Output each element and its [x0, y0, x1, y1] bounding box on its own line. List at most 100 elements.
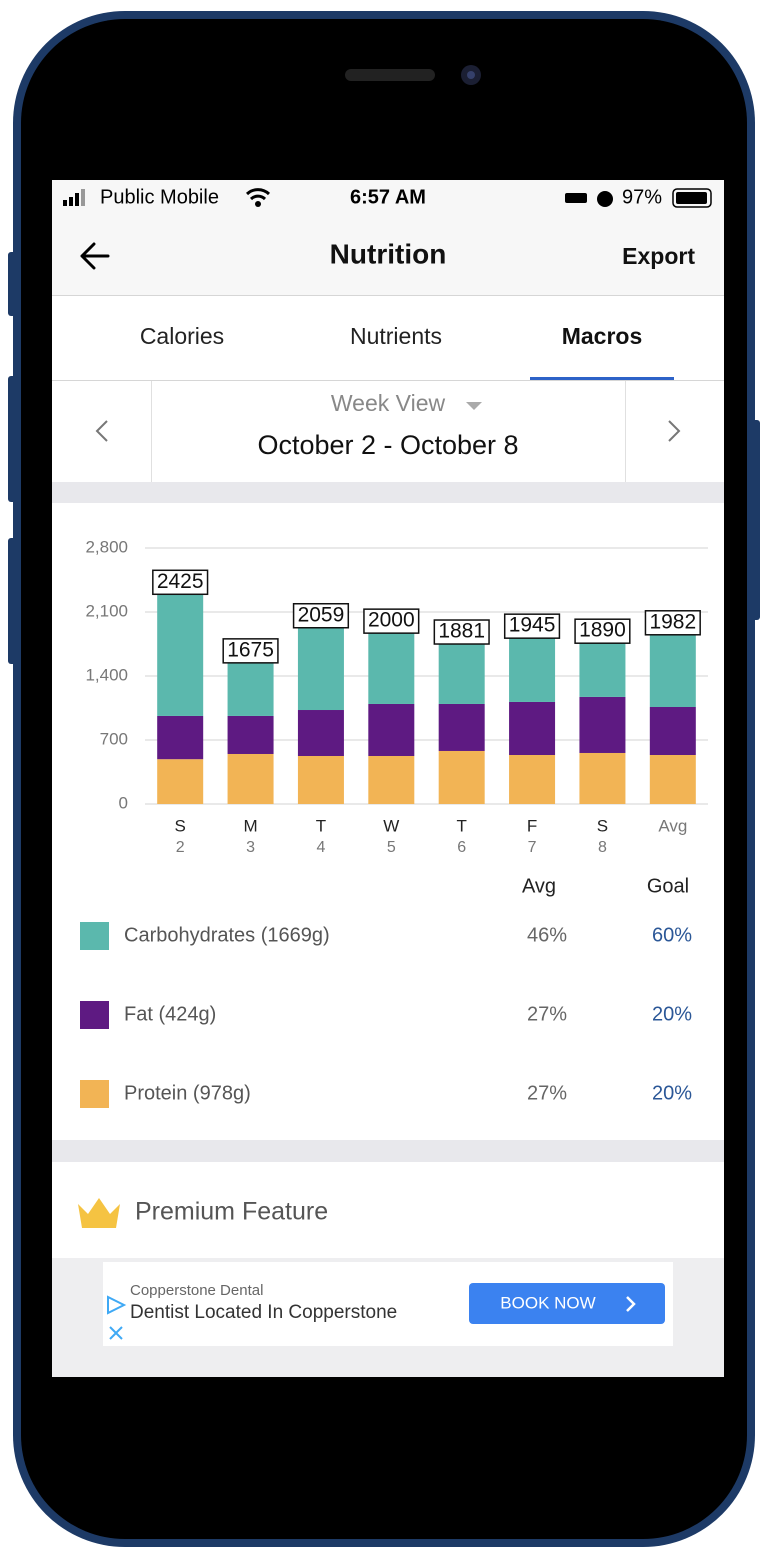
bar-segment: [157, 715, 204, 760]
x-tick-label: T: [456, 816, 466, 835]
bar-segment: [438, 703, 485, 751]
ad-button[interactable]: [469, 1283, 665, 1324]
x-tick-label: F: [527, 816, 537, 835]
table-header: Goal: [647, 875, 689, 897]
y-tick-label: 0: [119, 793, 128, 812]
ad-button-label: BOOK NOW: [500, 1293, 595, 1312]
battery-outline: [672, 188, 712, 208]
y-tick-label: 2,800: [85, 537, 128, 556]
total-label: 2425: [157, 570, 204, 593]
x-tick-label: M: [243, 816, 257, 835]
total-label: 2000: [368, 609, 415, 632]
bar-segment: [297, 756, 344, 804]
tab[interactable]: Nutrients: [350, 323, 442, 349]
camera-lens: [467, 71, 475, 79]
screen-title: Nutrition: [330, 238, 447, 269]
avg-percent: 27%: [527, 1003, 567, 1025]
x-tick-sublabel: 8: [598, 839, 607, 856]
bar-segment: [227, 715, 274, 754]
bar-segment: [227, 753, 274, 804]
legend-swatch: [80, 1080, 109, 1108]
total-label-box: [574, 618, 631, 644]
ad-headline: Dentist Located In Copperstone: [130, 1302, 397, 1323]
x-tick-label: W: [383, 816, 399, 835]
total-label: 1982: [649, 610, 696, 633]
goal-percent: 20%: [652, 1082, 692, 1104]
total-label-box: [222, 638, 279, 664]
bar-segment: [297, 615, 344, 711]
dropdown-arrow: [466, 402, 482, 410]
bar-segment: [297, 710, 344, 756]
x-tick-sublabel: 6: [457, 839, 466, 856]
total-label: 2059: [298, 603, 345, 626]
x-tick-label: T: [316, 816, 326, 835]
avg-percent: 27%: [527, 1082, 567, 1104]
x-tick-label: S: [175, 816, 186, 835]
macros-chart: 0 700 1,400 2,100 2,800 S 2 2425 M 3 1675 T 4 2059 W 5 2…: [80, 537, 708, 1108]
total-label-box: [644, 610, 701, 636]
export-button[interactable]: Export: [622, 243, 695, 269]
x-tick-sublabel: 3: [246, 839, 255, 856]
ad-advertiser: Copperstone Dental: [130, 1282, 263, 1299]
bar-segment: [157, 582, 204, 716]
ad-button-chevron: [626, 1296, 636, 1312]
bar-segment: [649, 622, 696, 707]
ad-close[interactable]: [109, 1326, 123, 1340]
y-tick-label: 1,400: [85, 665, 128, 684]
speaker: [345, 69, 435, 81]
section-gap: [52, 482, 724, 503]
section-gap: [52, 1140, 724, 1162]
signal-icon: [63, 189, 85, 206]
next-week[interactable]: [668, 420, 681, 442]
y-tick-label: 2,100: [85, 601, 128, 620]
crown-icon: [78, 1198, 120, 1228]
bar-segment: [509, 701, 556, 755]
bar-segment: [649, 706, 696, 755]
total-label-box: [433, 619, 490, 645]
total-label-box: [292, 602, 350, 629]
total-label: 1890: [579, 619, 626, 642]
goal-percent: 60%: [652, 924, 692, 946]
premium-label[interactable]: Premium Feature: [135, 1198, 328, 1226]
legend-label: Fat (424g): [124, 1003, 216, 1025]
x-tick-label: Avg: [658, 816, 687, 835]
bed-icon: [565, 193, 587, 203]
y-tick-label: 700: [100, 729, 128, 748]
x-tick-sublabel: 7: [528, 839, 537, 856]
total-label: 1881: [438, 620, 485, 643]
previous-week[interactable]: [95, 420, 108, 442]
ad-choices-icon[interactable]: [107, 1295, 127, 1315]
bar-segment: [438, 750, 485, 804]
bar-segment: [649, 754, 696, 804]
goal-percent: 20%: [652, 1003, 692, 1025]
bar-segment: [579, 696, 626, 753]
view-selector[interactable]: Week View: [331, 390, 446, 416]
alarm-icon: [597, 191, 613, 207]
bar-segment: [579, 752, 626, 804]
legend-swatch: [80, 1001, 109, 1029]
legend-label: Protein (978g): [124, 1082, 251, 1104]
total-label-box: [152, 569, 209, 596]
bar-segment: [157, 759, 204, 804]
avg-percent: 46%: [527, 924, 567, 946]
date-range: October 2 - October 8: [257, 430, 518, 460]
bar-segment: [368, 703, 415, 756]
legend-swatch: [80, 922, 109, 950]
x-tick-sublabel: 4: [316, 839, 325, 856]
battery-percent: 97%: [622, 186, 662, 208]
x-tick-sublabel: 2: [176, 839, 185, 856]
bar-segment: [368, 621, 415, 704]
table-header: Avg: [522, 875, 556, 897]
carrier: Public Mobile: [100, 186, 219, 208]
legend-label: Carbohydrates (1669g): [124, 924, 330, 946]
back-button[interactable]: [80, 242, 110, 270]
battery-level: [676, 192, 707, 204]
tab-indicator: [530, 377, 674, 381]
wifi-icon: [245, 188, 271, 201]
tab[interactable]: Calories: [140, 323, 224, 349]
total-label: 1945: [509, 614, 556, 637]
tab-active[interactable]: Macros: [562, 323, 643, 349]
bar-segment: [368, 756, 415, 804]
